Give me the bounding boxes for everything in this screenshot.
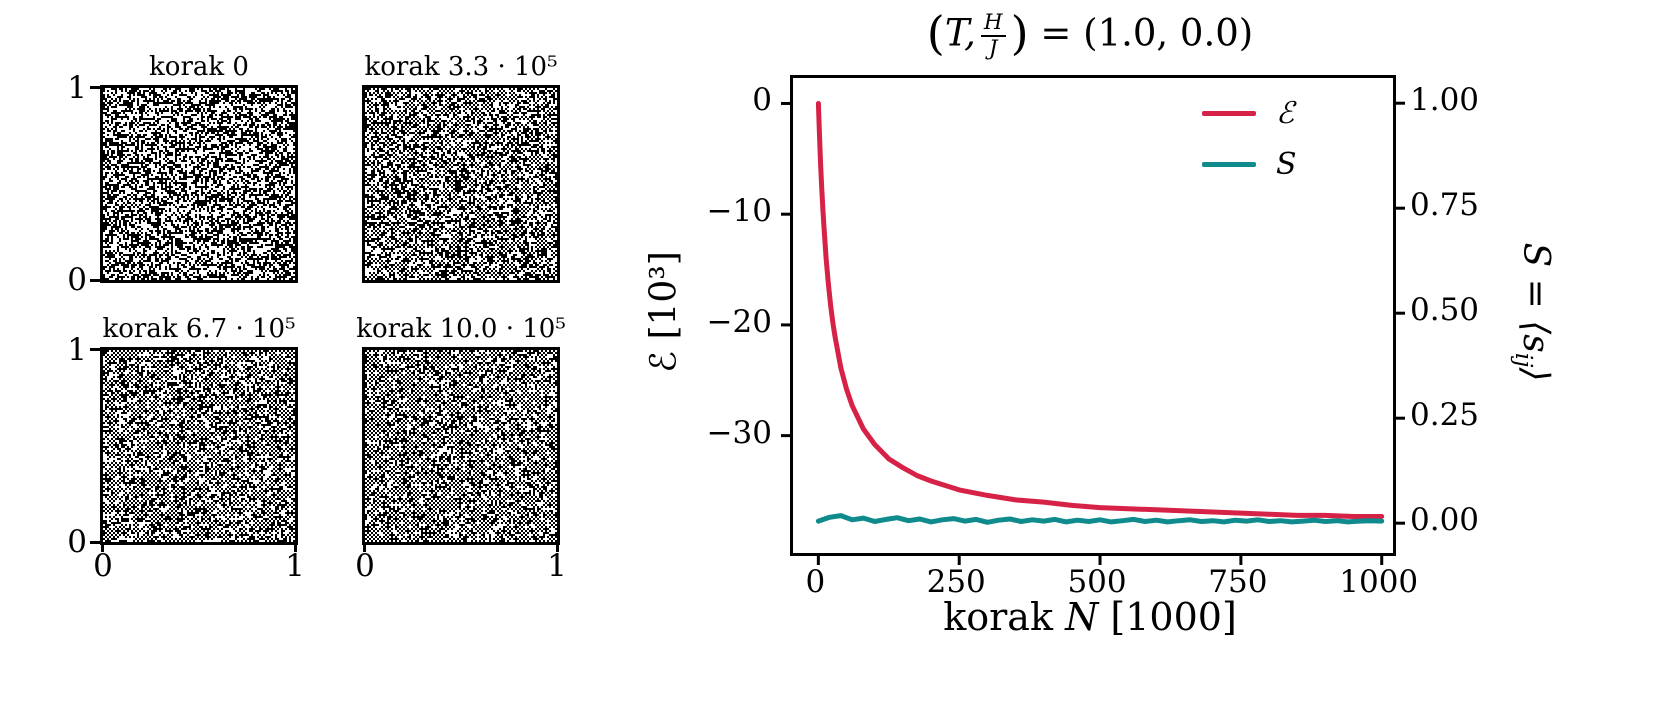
left-y-tick-label: 0 [752, 82, 772, 119]
y-tick-label: 0 [67, 262, 87, 298]
y-tick-mark [90, 279, 100, 282]
y-tick-mark [90, 86, 100, 89]
x-axis-label: korak N [1000] [790, 595, 1390, 639]
x-tick-label: 0 [805, 564, 826, 600]
x-axis-label-var: N [1065, 595, 1099, 639]
lattice-title: korak 10.0 · 10⁵ [356, 314, 566, 344]
legend-entry-energy: ℰ [1202, 96, 1297, 131]
legend-swatch-energy [1202, 111, 1256, 116]
right-axis-label-sub: ij [1509, 352, 1538, 368]
x-tick-label: 750 [1208, 564, 1268, 600]
lattice-title: korak 6.7 · 10⁵ [102, 314, 296, 344]
x-tick-label: 1000 [1339, 564, 1419, 600]
lattice-title: korak 0 [149, 52, 249, 82]
lattice-title: korak 3.3 · 10⁵ [364, 52, 558, 82]
x-tick-label: 500 [1067, 564, 1127, 600]
title-open-paren: ( [926, 6, 945, 60]
legend-label-magnetization: S [1276, 147, 1297, 182]
legend: ℰ S [1202, 96, 1297, 182]
series-E [815, 101, 1385, 519]
x-tick-mark [294, 542, 297, 552]
x-tick-mark [363, 542, 366, 552]
right-axis-label: S = ⟨sij⟩ [1510, 242, 1556, 381]
legend-swatch-magnetization [1202, 162, 1256, 167]
chart-canvas [781, 101, 1405, 565]
right-y-tick-label: 0.00 [1410, 502, 1480, 539]
title-variable: T, [944, 11, 976, 55]
lattice-panel-2: korak 6.7 · 10⁵ 1 0 0 1 [67, 314, 305, 584]
x-tick-mark [556, 542, 559, 552]
lattice-panel-0: korak 0 1 0 [67, 52, 298, 298]
right-axis-label-pre: S = ⟨s [1515, 242, 1557, 353]
x-axis-label-pre: korak [943, 595, 1066, 639]
x-tick-label: 1 [285, 548, 305, 584]
right-axis-label-post: ⟩ [1515, 367, 1557, 382]
x-tick-label: 0 [355, 548, 375, 584]
spin-lattice-canvas [365, 350, 557, 542]
title-value: = (1.0, 0.0) [1028, 11, 1254, 55]
title-close-paren: ) [1010, 6, 1029, 60]
legend-label-energy: ℰ [1276, 96, 1295, 131]
y-tick-label: 1 [67, 70, 87, 106]
x-tick-mark [101, 542, 104, 552]
left-axis-label: ℰ [10³] [643, 251, 685, 373]
x-tick-label: 250 [926, 564, 986, 600]
legend-entry-magnetization: S [1202, 147, 1297, 182]
x-tick-label: 1 [547, 548, 567, 584]
right-y-tick-label: 0.75 [1410, 187, 1480, 224]
left-y-tick-label: −30 [706, 414, 772, 451]
left-y-tick-label: −20 [706, 303, 772, 340]
left-y-tick-label: −10 [706, 193, 772, 230]
fraction-denominator: J [988, 35, 998, 61]
series-S [815, 513, 1385, 525]
spin-lattice-canvas [103, 350, 295, 542]
chart-title: (T, H J) = (1.0, 0.0) [760, 6, 1420, 60]
right-y-tick-label: 0.25 [1410, 397, 1480, 434]
fraction-numerator: H [980, 11, 1006, 37]
y-tick-label: 1 [67, 332, 87, 368]
x-tick-label: 0 [93, 548, 113, 584]
y-tick-mark [90, 541, 100, 544]
plot-area [781, 75, 1405, 565]
y-tick-label: 0 [67, 524, 87, 560]
y-tick-mark [90, 348, 100, 351]
x-axis-label-post: [1000] [1098, 595, 1237, 639]
lattice-panel-3: korak 10.0 · 10⁵ 0 1 [355, 314, 567, 584]
spin-lattice-canvas [103, 88, 295, 280]
spin-lattice-canvas [365, 88, 557, 280]
lattice-panel-1: korak 3.3 · 10⁵ [362, 52, 560, 283]
right-y-tick-label: 0.50 [1410, 292, 1480, 329]
right-y-tick-label: 1.00 [1410, 82, 1480, 119]
